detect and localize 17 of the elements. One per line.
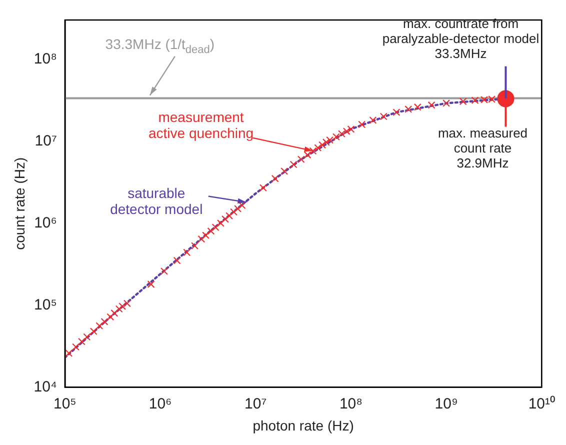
x-tick-label: 10⁶ — [148, 395, 172, 412]
annotation: max. countrate from paralyzable-detector model 33.3MHz — [382, 16, 540, 61]
x-tick-label: 10¹⁰ — [528, 395, 556, 412]
x-axis-title: photon rate (Hz) — [252, 417, 354, 434]
y-tick-label: 10⁸ — [34, 50, 57, 68]
y-tick-label: 10⁵ — [34, 296, 57, 314]
x-tick-label: 10⁵ — [53, 395, 76, 412]
y-axis-title: count rate (Hz) — [11, 157, 28, 250]
y-tick-label: 10⁷ — [34, 132, 57, 150]
x-tick-label: 10⁹ — [434, 395, 458, 412]
annotation: saturable detector model — [110, 185, 203, 218]
y-tick-label: 10⁴ — [34, 378, 57, 396]
y-tick-label: 10⁶ — [34, 214, 57, 232]
x-tick-label: 10⁷ — [244, 395, 267, 412]
x-tick-label: 10⁸ — [339, 395, 362, 412]
annotation: max. measured count rate 32.9MHz — [438, 125, 528, 170]
annotation: measurement active quenching — [148, 108, 254, 141]
